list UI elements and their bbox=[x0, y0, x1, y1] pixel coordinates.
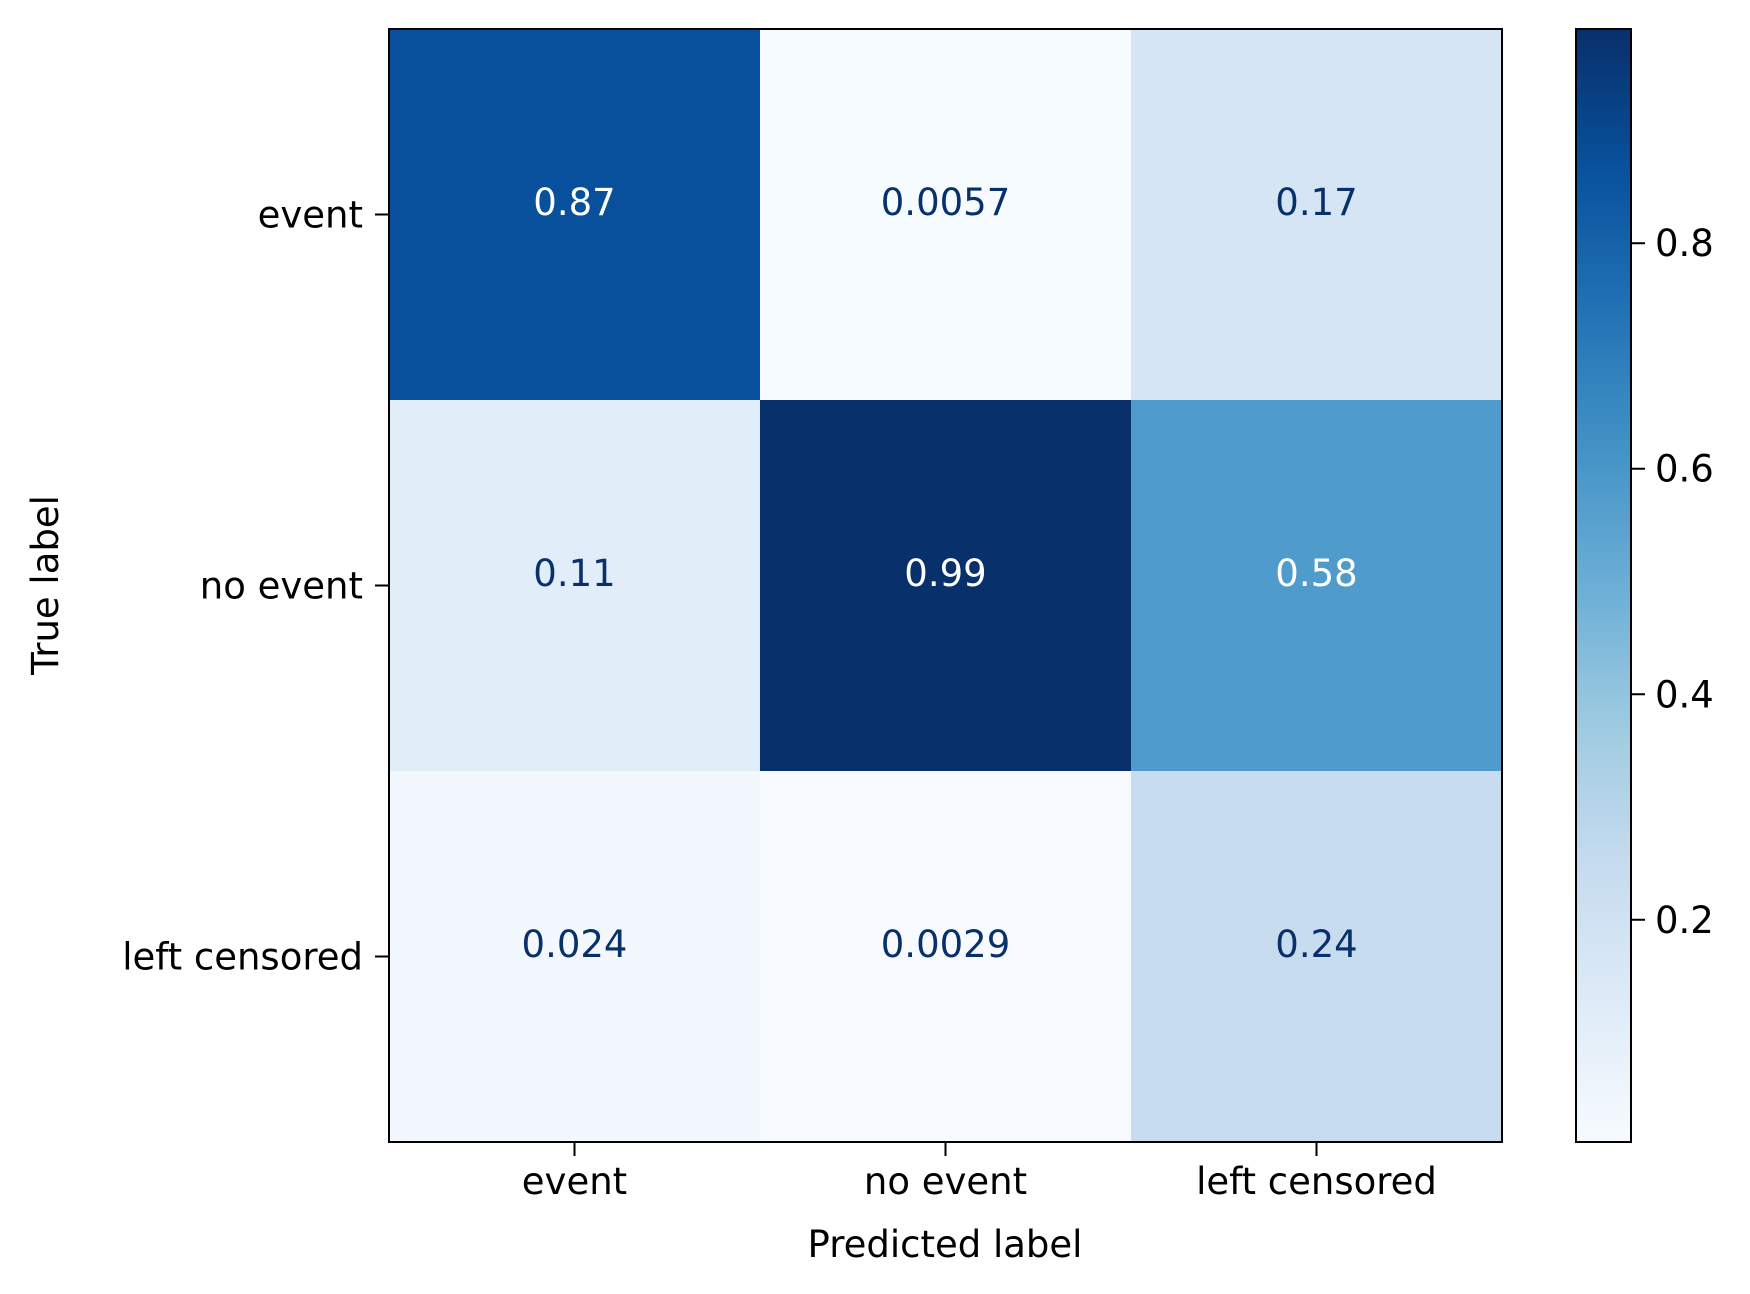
x-axis-title: Predicted label bbox=[808, 1223, 1083, 1266]
cell-label-r0-c0: 0.87 bbox=[533, 181, 615, 224]
heatmap-cells bbox=[389, 29, 1503, 1143]
y-tick-label: event bbox=[258, 194, 363, 237]
cell-label-r0-c1: 0.0057 bbox=[881, 181, 1010, 224]
heatmap-cell-r1-c0 bbox=[389, 400, 761, 772]
cell-label-r2-c0: 0.024 bbox=[522, 923, 628, 966]
heatmap-cell-r0-c2 bbox=[1131, 29, 1503, 401]
colorbar-ticks: 0.2 0.4 0.6 0.8 bbox=[1631, 222, 1714, 942]
heatmap-cell-r2-c2 bbox=[1131, 771, 1503, 1143]
y-axis-title: True label bbox=[24, 495, 67, 676]
colorbar-tick-label: 0.6 bbox=[1655, 448, 1714, 491]
cell-label-r2-c1: 0.0029 bbox=[881, 923, 1010, 966]
colorbar-tick-label: 0.4 bbox=[1655, 673, 1714, 716]
cell-label-r1-c0: 0.11 bbox=[533, 552, 615, 595]
cell-label-r1-c2: 0.58 bbox=[1275, 552, 1357, 595]
y-tick-label: left censored bbox=[122, 936, 363, 979]
heatmap-cell-labels: 0.87 0.0057 0.17 0.11 0.99 0.58 0.024 0.0029 0.2… bbox=[522, 181, 1358, 966]
cell-label-r0-c2: 0.17 bbox=[1275, 181, 1357, 224]
x-tick-label: left censored bbox=[1196, 1160, 1437, 1203]
heatmap-cell-r0-c1 bbox=[760, 29, 1132, 401]
cell-label-r1-c1: 0.99 bbox=[904, 552, 986, 595]
heatmap-cell-r2-c0 bbox=[389, 771, 761, 1143]
y-axis-ticks: event no event left censored bbox=[122, 194, 389, 979]
y-tick-label: no event bbox=[200, 565, 363, 608]
x-tick-label: event bbox=[522, 1160, 627, 1203]
x-tick-label: no event bbox=[864, 1160, 1027, 1203]
heatmap-cell-r2-c1 bbox=[760, 771, 1132, 1143]
x-axis-ticks: event no event left censored bbox=[522, 1142, 1437, 1203]
cell-label-r2-c2: 0.24 bbox=[1275, 923, 1357, 966]
heatmap-cell-r1-c2 bbox=[1131, 400, 1503, 772]
colorbar-tick-label: 0.8 bbox=[1655, 222, 1714, 265]
colorbar bbox=[1575, 28, 1632, 1143]
heatmap-cell-r0-c0 bbox=[389, 29, 761, 401]
heatmap-cell-r1-c1 bbox=[760, 400, 1132, 772]
colorbar-tick-label: 0.2 bbox=[1655, 899, 1714, 942]
